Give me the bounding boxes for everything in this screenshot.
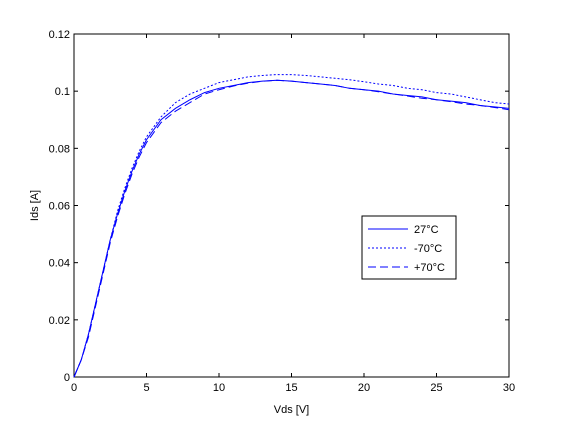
- y-tick-label: 0.1: [55, 86, 70, 98]
- legend: 27°C -70°C +70°C: [361, 215, 457, 280]
- series-line: [73, 79, 510, 378]
- y-tick-label: 0: [64, 372, 70, 384]
- series-layer: [73, 74, 510, 378]
- legend-label: 27°C: [414, 224, 439, 236]
- x-tick-label: 10: [213, 382, 225, 394]
- legend-label: -70°C: [414, 243, 442, 255]
- x-tick-label: 15: [285, 382, 297, 394]
- legend-label: +70°C: [414, 262, 445, 274]
- x-tick-label: 20: [358, 382, 370, 394]
- y-tick-label: 0.04: [49, 258, 70, 270]
- x-tick-label: 0: [71, 382, 77, 394]
- y-tick-label: 0.08: [49, 143, 70, 155]
- y-tick-label: 0.06: [49, 201, 70, 213]
- x-tick-label: 25: [430, 382, 442, 394]
- x-axis: 0 5 10 15 20 25 30: [71, 34, 515, 394]
- y-axis-label: Ids [A]: [29, 190, 41, 221]
- x-tick-label: 30: [503, 382, 515, 394]
- x-tick-label: 5: [143, 382, 149, 394]
- y-tick-label: 0.12: [49, 29, 70, 41]
- x-axis-label: Vds [V]: [274, 404, 309, 416]
- series-line: [73, 74, 510, 378]
- y-axis: 0 0.02 0.04 0.06 0.08 0.1 0.12: [49, 29, 509, 384]
- plot-area: [73, 33, 510, 378]
- y-tick-label: 0.02: [49, 315, 70, 327]
